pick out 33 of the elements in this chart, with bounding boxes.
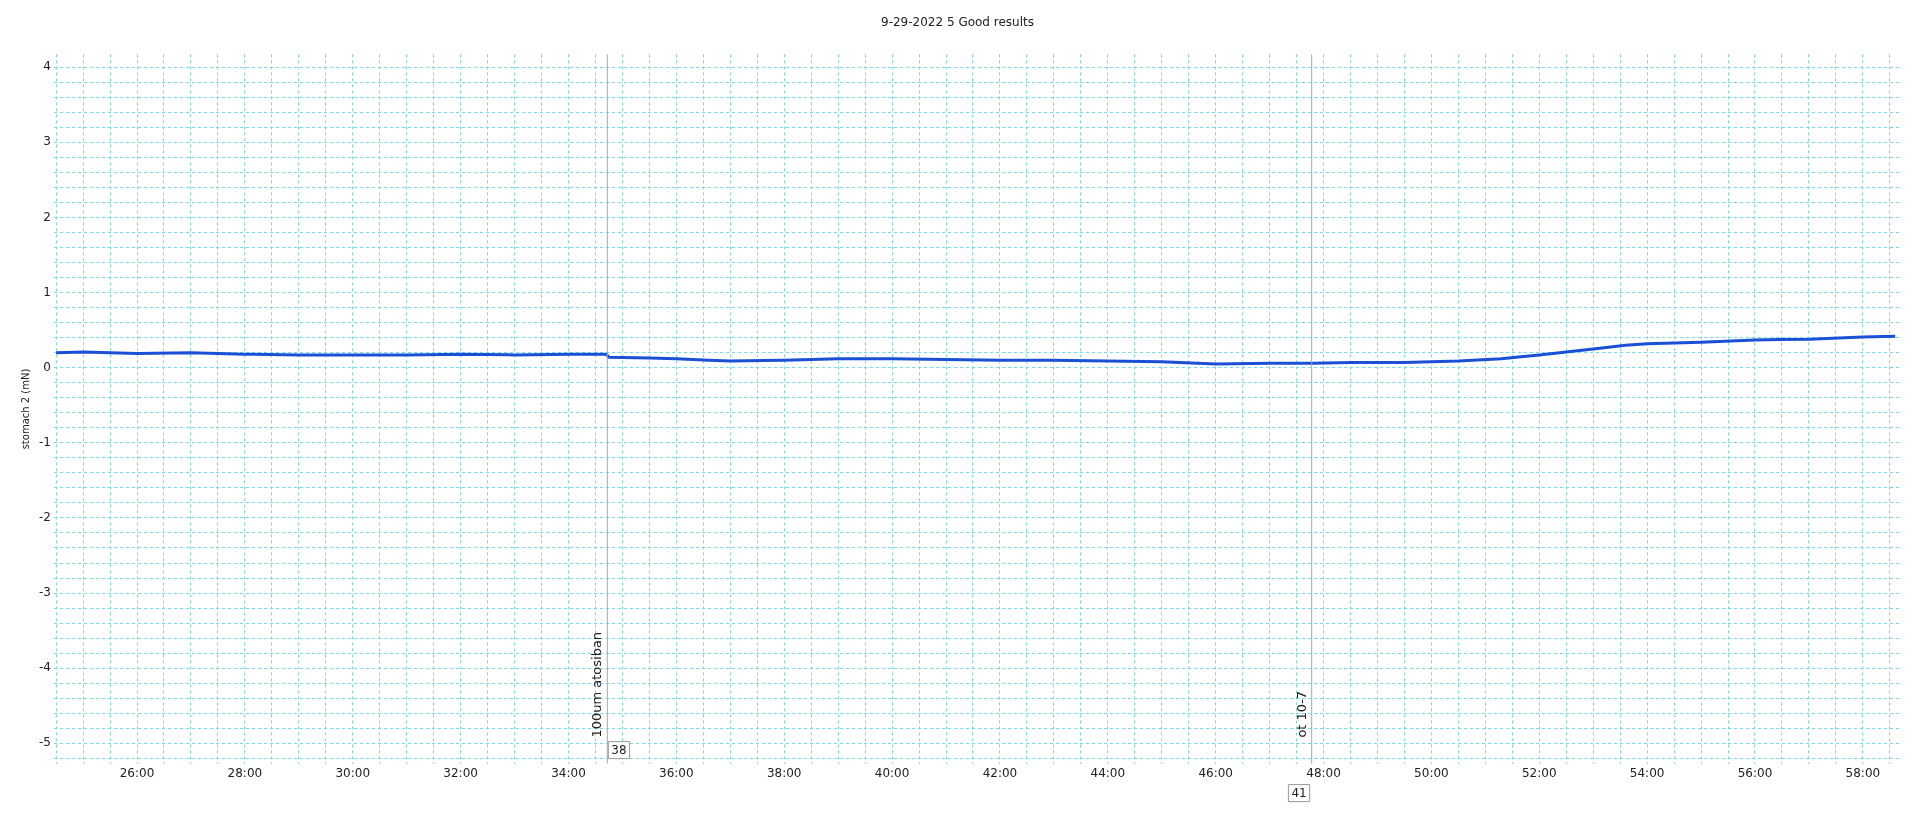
y-tick-label: 4 (43, 59, 51, 74)
annotation: 41 (1291, 785, 1307, 800)
x-tick-label: 52:00 (1521, 765, 1557, 780)
x-tick-label: 44:00 (1090, 765, 1126, 780)
x-tick-label: 38:00 (766, 765, 802, 780)
y-tick-label: 0 (43, 359, 51, 374)
x-tick-label: 28:00 (227, 765, 263, 780)
y-tick-label: -3 (39, 585, 51, 600)
y-tick-label: -5 (39, 735, 51, 750)
y-tick-label: 2 (43, 209, 51, 224)
annotation: 38 (611, 742, 627, 757)
y-tick-label: -2 (39, 510, 51, 525)
x-tick-label: 36:00 (659, 765, 694, 780)
y-tick-label: 1 (43, 284, 51, 299)
x-tick-label: 46:00 (1198, 765, 1233, 780)
x-tick-label: 26:00 (119, 765, 155, 780)
x-tick-label: 54:00 (1629, 765, 1665, 780)
y-tick-label: -1 (39, 434, 51, 449)
y-axis-title: stomach 2 (mN) (19, 368, 31, 450)
ref-line-label: 100um atosiban (589, 631, 605, 738)
x-tick-label: 50:00 (1414, 765, 1449, 780)
x-tick-label: 32:00 (443, 765, 478, 780)
x-tick-label: 56:00 (1737, 765, 1773, 780)
chart-title: 9-29-2022 5 Good results (881, 15, 1034, 30)
x-tick-label: 34:00 (551, 765, 586, 780)
x-tick-label: 42:00 (982, 765, 1018, 780)
x-tick-label: 48:00 (1306, 765, 1341, 780)
x-tick-label: 58:00 (1845, 765, 1881, 780)
ref-line-label: ot 10-7 (1293, 690, 1309, 738)
x-tick-label: 40:00 (874, 765, 910, 780)
y-tick-label: 3 (43, 134, 51, 149)
x-tick-label: 30:00 (335, 765, 371, 780)
y-tick-label: -4 (39, 660, 51, 675)
